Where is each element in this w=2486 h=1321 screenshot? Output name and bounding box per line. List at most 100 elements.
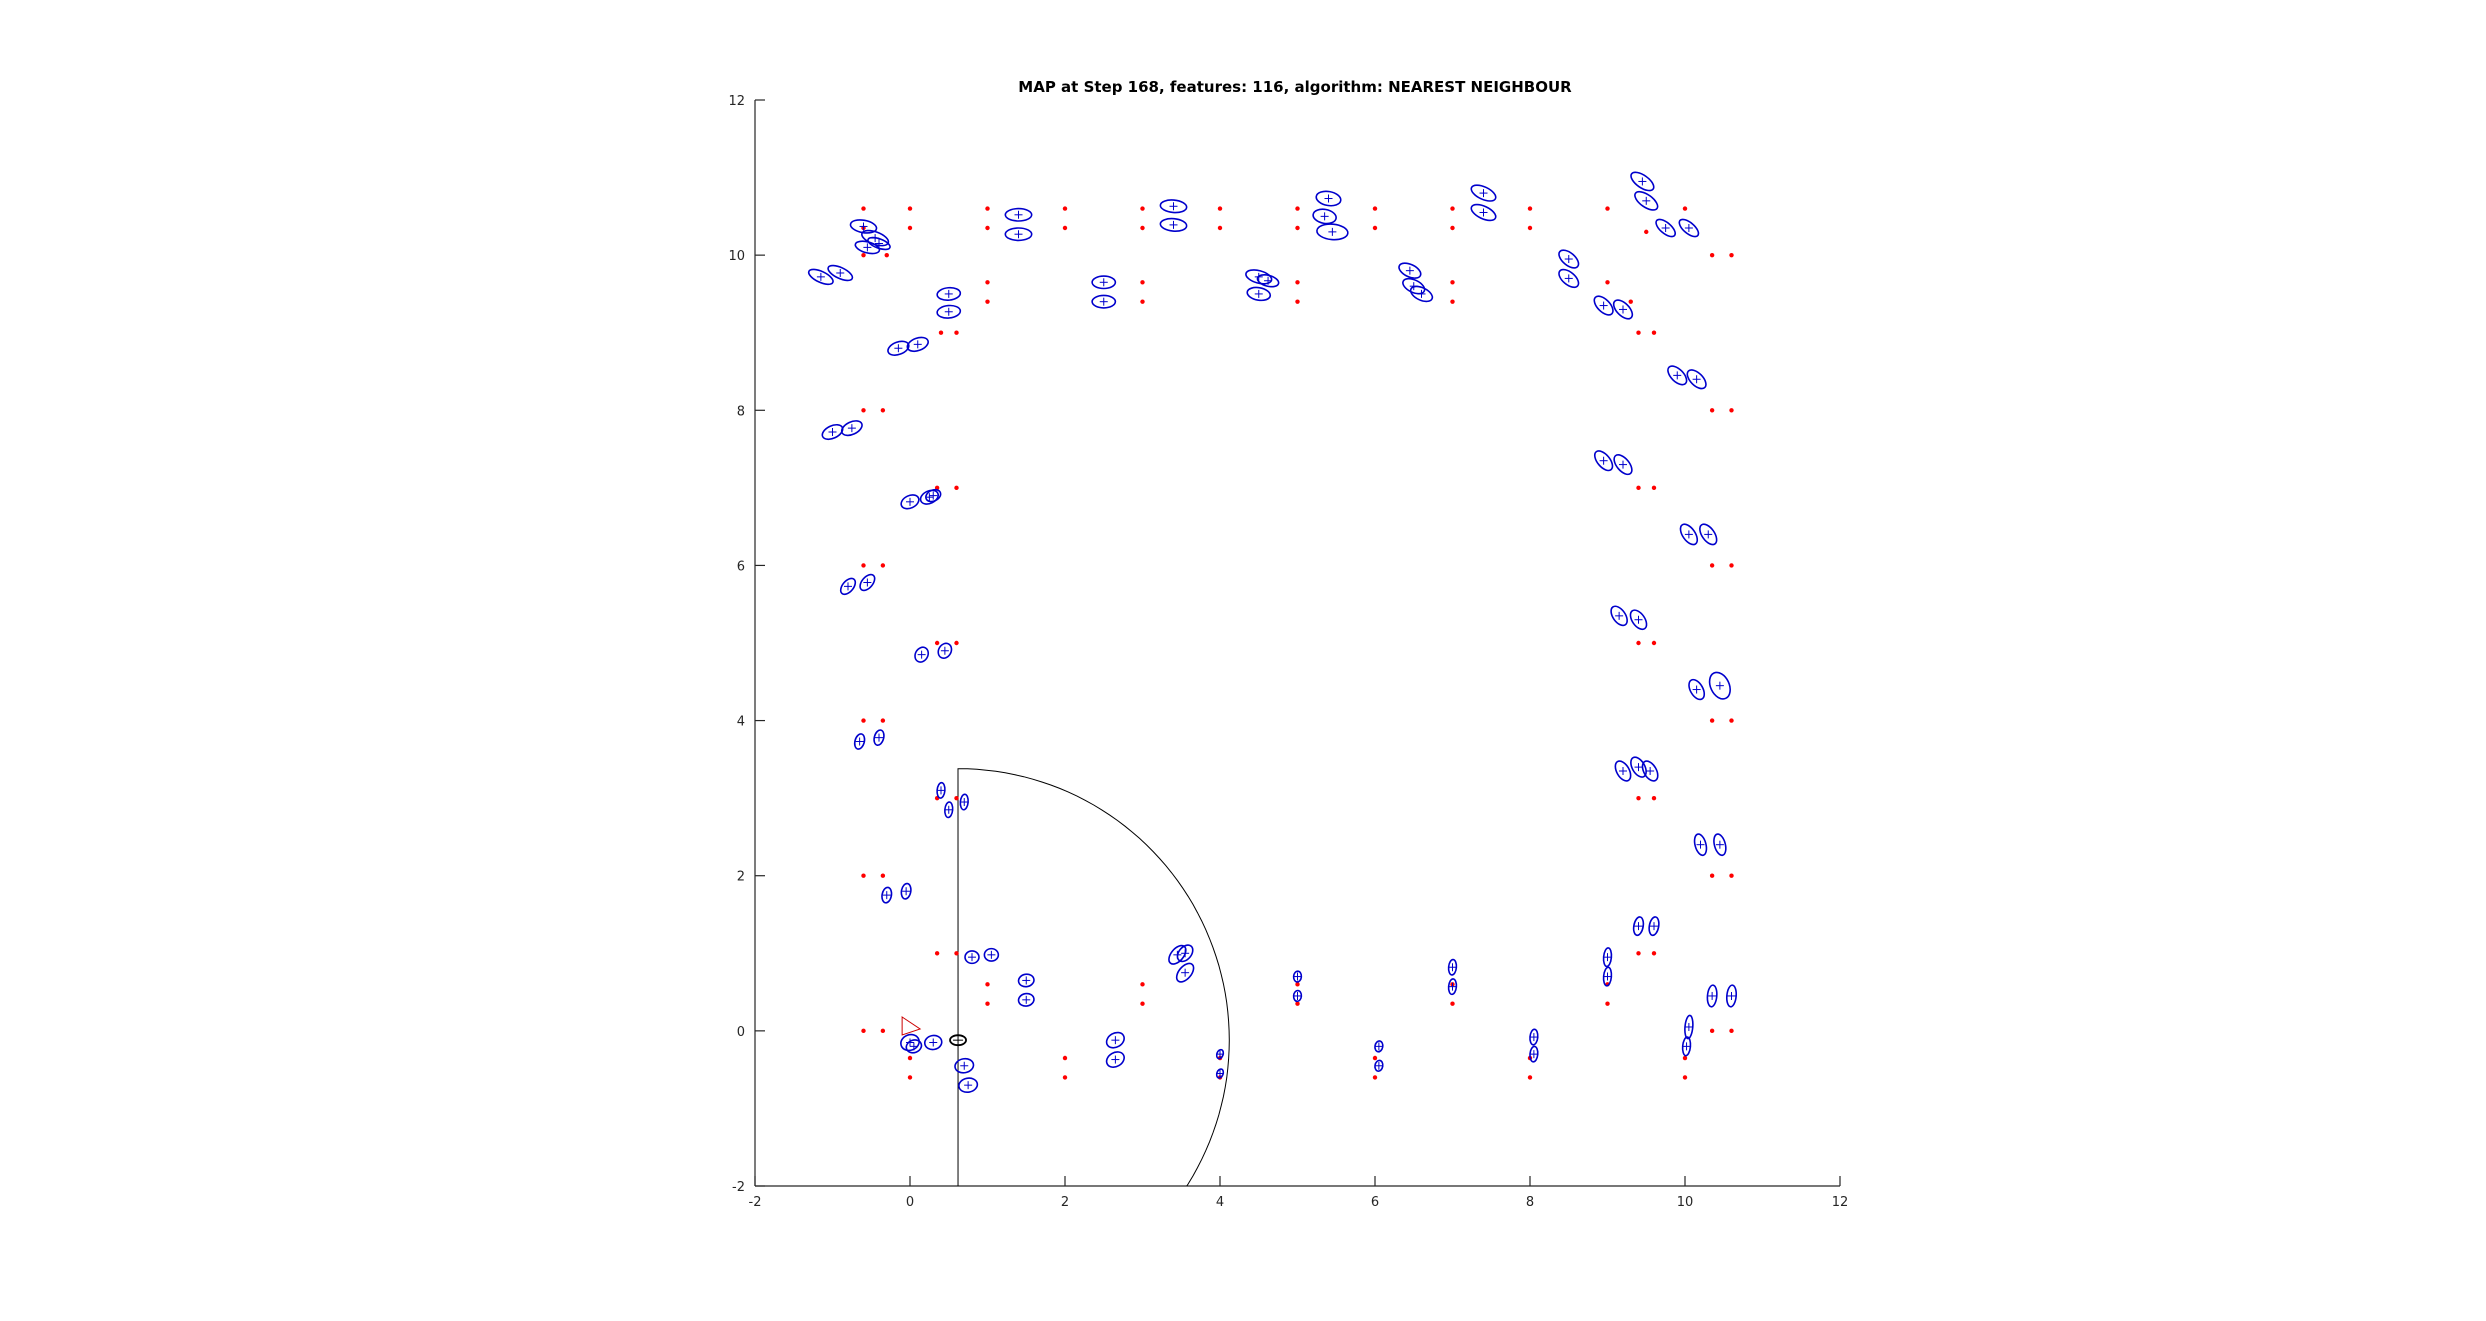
landmark-estimate [1017,992,1035,1007]
covariance-ellipse [900,882,912,900]
covariance-ellipse [881,886,893,904]
landmark-estimate [1529,1028,1539,1046]
true-landmark-point [1140,206,1145,211]
landmark-estimate [936,286,962,301]
landmark-estimate [1316,223,1349,241]
landmark-estimate [881,886,893,904]
true-landmark-point [1628,299,1633,304]
true-landmark-point [1527,206,1533,211]
covariance-ellipse [1315,190,1342,207]
true-landmark-point [1709,718,1715,723]
landmark-estimate [964,950,980,965]
covariance-ellipse [1641,760,1659,782]
covariance-ellipse [873,729,885,747]
covariance-ellipse [1004,207,1033,222]
true-landmark-point [1372,206,1378,211]
covariance-ellipse [1630,756,1647,778]
covariance-ellipse [1629,609,1648,631]
true-landmark-point [884,252,889,258]
landmark-estimate [1630,756,1647,778]
covariance-ellipse [900,494,920,510]
covariance-ellipse [983,947,1000,962]
landmark-estimate [1105,1031,1125,1049]
true-landmark-point [861,252,866,258]
true-landmark-point [938,330,944,335]
true-landmark-point [1729,873,1734,878]
true-landmark-point [1636,640,1641,646]
y-tick-label: 12 [728,94,745,109]
landmark-estimate [900,494,920,510]
covariance-ellipse [1614,760,1632,782]
true-landmark-point [985,206,990,211]
landmark-estimate [1215,1048,1225,1060]
covariance-ellipse [839,577,857,596]
landmark-estimate [1629,609,1648,631]
true-landmark-point [954,485,959,491]
covariance-ellipse [1713,833,1727,857]
landmark-estimate [873,729,885,747]
true-landmark-point [861,408,866,413]
x-tick-label: 8 [1526,1195,1534,1210]
landmark-estimate [925,488,942,503]
covariance-ellipse [1678,218,1700,238]
covariance-ellipse [1374,1059,1384,1072]
landmark-estimate [1602,947,1613,968]
covariance-ellipse [1374,1040,1384,1053]
true-landmark-point [1682,1055,1688,1061]
landmark-estimate [827,264,854,282]
covariance-ellipse [914,646,930,663]
covariance-ellipse [1648,916,1660,937]
true-landmark-point [861,873,866,878]
true-landmark-point [880,563,886,568]
landmark-estimate [919,489,940,505]
y-axis-ticks: -2 0 2 4 6 8 10 12 [728,94,765,1195]
landmark-estimate [1398,262,1422,279]
landmark-estimate [906,336,929,353]
covariance-ellipse [1667,365,1688,386]
landmark-estimate [807,268,834,286]
landmark-estimate [1593,450,1614,472]
covariance-ellipse [1215,1048,1225,1060]
true-landmark-point [954,951,959,956]
covariance-ellipse [923,1034,943,1051]
true-landmark-point [1295,299,1300,304]
landmark-estimate [1667,365,1688,386]
landmark-estimate [900,882,912,900]
landmark-estimate [1641,760,1659,782]
true-landmark-point [880,1028,886,1034]
y-tick-label: 0 [737,1025,745,1040]
true-landmark-point [861,718,866,723]
landmark-estimate [1706,984,1718,1008]
landmark-estimate [1447,958,1458,976]
true-landmark-point [907,1055,913,1061]
landmark-estimate [1312,208,1337,225]
covariance-ellipse [1630,171,1655,192]
true-landmark-point [1140,225,1145,231]
landmark-estimate [1091,275,1117,290]
covariance-ellipse [1105,1051,1125,1068]
landmark-estimate [1374,1059,1384,1072]
estimated-landmarks [807,171,1738,1094]
y-tick-label: 4 [737,715,745,730]
true-landmark-point [954,640,959,646]
landmark-estimate [1688,678,1706,701]
covariance-ellipse [1470,203,1497,222]
landmark-estimate [1409,285,1434,303]
landmark-estimate [853,733,866,750]
landmark-estimate [1593,295,1614,316]
covariance-ellipse [1708,671,1731,700]
chart-title: MAP at Step 168, features: 116, algorith… [1018,78,1572,96]
landmark-estimate [1292,989,1303,1003]
true-landmark-point [1605,206,1610,211]
landmark-estimate [905,1039,923,1054]
true-landmark-point [1709,252,1715,258]
landmark-estimate [1017,973,1035,988]
landmark-estimate [1686,369,1707,390]
landmark-estimate [1004,207,1033,222]
true-landmark-point [1372,1055,1378,1061]
landmark-estimate [1215,1068,1225,1079]
true-landmark-point [1062,225,1068,231]
true-landmark-point [1729,563,1734,568]
landmark-estimate [1175,962,1195,983]
covariance-ellipse [1091,275,1117,290]
